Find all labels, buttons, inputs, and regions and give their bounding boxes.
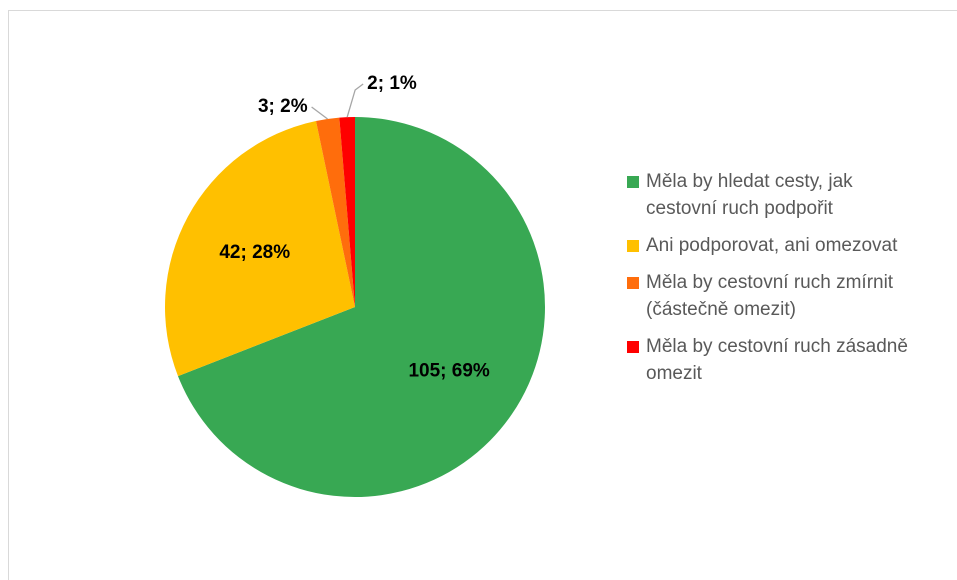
legend-label: Měla by cestovní ruch zmírnit (částečně …	[646, 272, 894, 320]
data-label: 3; 2%	[258, 96, 308, 117]
legend-label: Měla by cestovní ruch zásadně omezit	[646, 336, 908, 384]
data-label: 42; 28%	[219, 242, 290, 263]
leader-line	[311, 106, 328, 120]
pie-slice	[164, 121, 355, 377]
legend-label: Měla by hledat cesty, jak cestovní ruch …	[646, 171, 853, 219]
leader-line	[346, 83, 364, 118]
pie-slice	[316, 117, 355, 307]
legend-item: Měla by cestovní ruch zásadně omezit	[627, 333, 927, 387]
legend-item: Ani podporovat, ani omezovat	[627, 232, 927, 259]
legend-swatch	[627, 341, 639, 353]
pie-slice	[339, 117, 355, 307]
legend-item: Měla by hledat cesty, jak cestovní ruch …	[627, 168, 927, 222]
data-label: 105; 69%	[408, 360, 489, 381]
pie-slice	[177, 117, 546, 497]
chart-frame	[8, 10, 957, 580]
data-label: 2; 1%	[367, 73, 417, 94]
legend: Měla by hledat cesty, jak cestovní ruch …	[627, 168, 927, 397]
legend-swatch	[627, 176, 639, 188]
legend-swatch	[627, 277, 639, 289]
legend-item: Měla by cestovní ruch zmírnit (částečně …	[627, 269, 927, 323]
legend-swatch	[627, 240, 639, 252]
legend-label: Ani podporovat, ani omezovat	[646, 235, 898, 256]
